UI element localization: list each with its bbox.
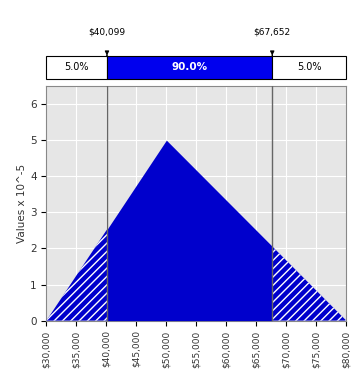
Bar bbox=[107, 56, 272, 79]
Text: 5.0%: 5.0% bbox=[297, 62, 322, 72]
Text: $40,099: $40,099 bbox=[89, 28, 126, 37]
Text: $67,652: $67,652 bbox=[254, 28, 291, 37]
Text: 90.0%: 90.0% bbox=[172, 62, 208, 72]
Y-axis label: Values x 10^-5: Values x 10^-5 bbox=[17, 164, 27, 243]
Bar bbox=[272, 56, 346, 79]
Text: 5.0%: 5.0% bbox=[65, 62, 89, 72]
Bar bbox=[46, 56, 107, 79]
